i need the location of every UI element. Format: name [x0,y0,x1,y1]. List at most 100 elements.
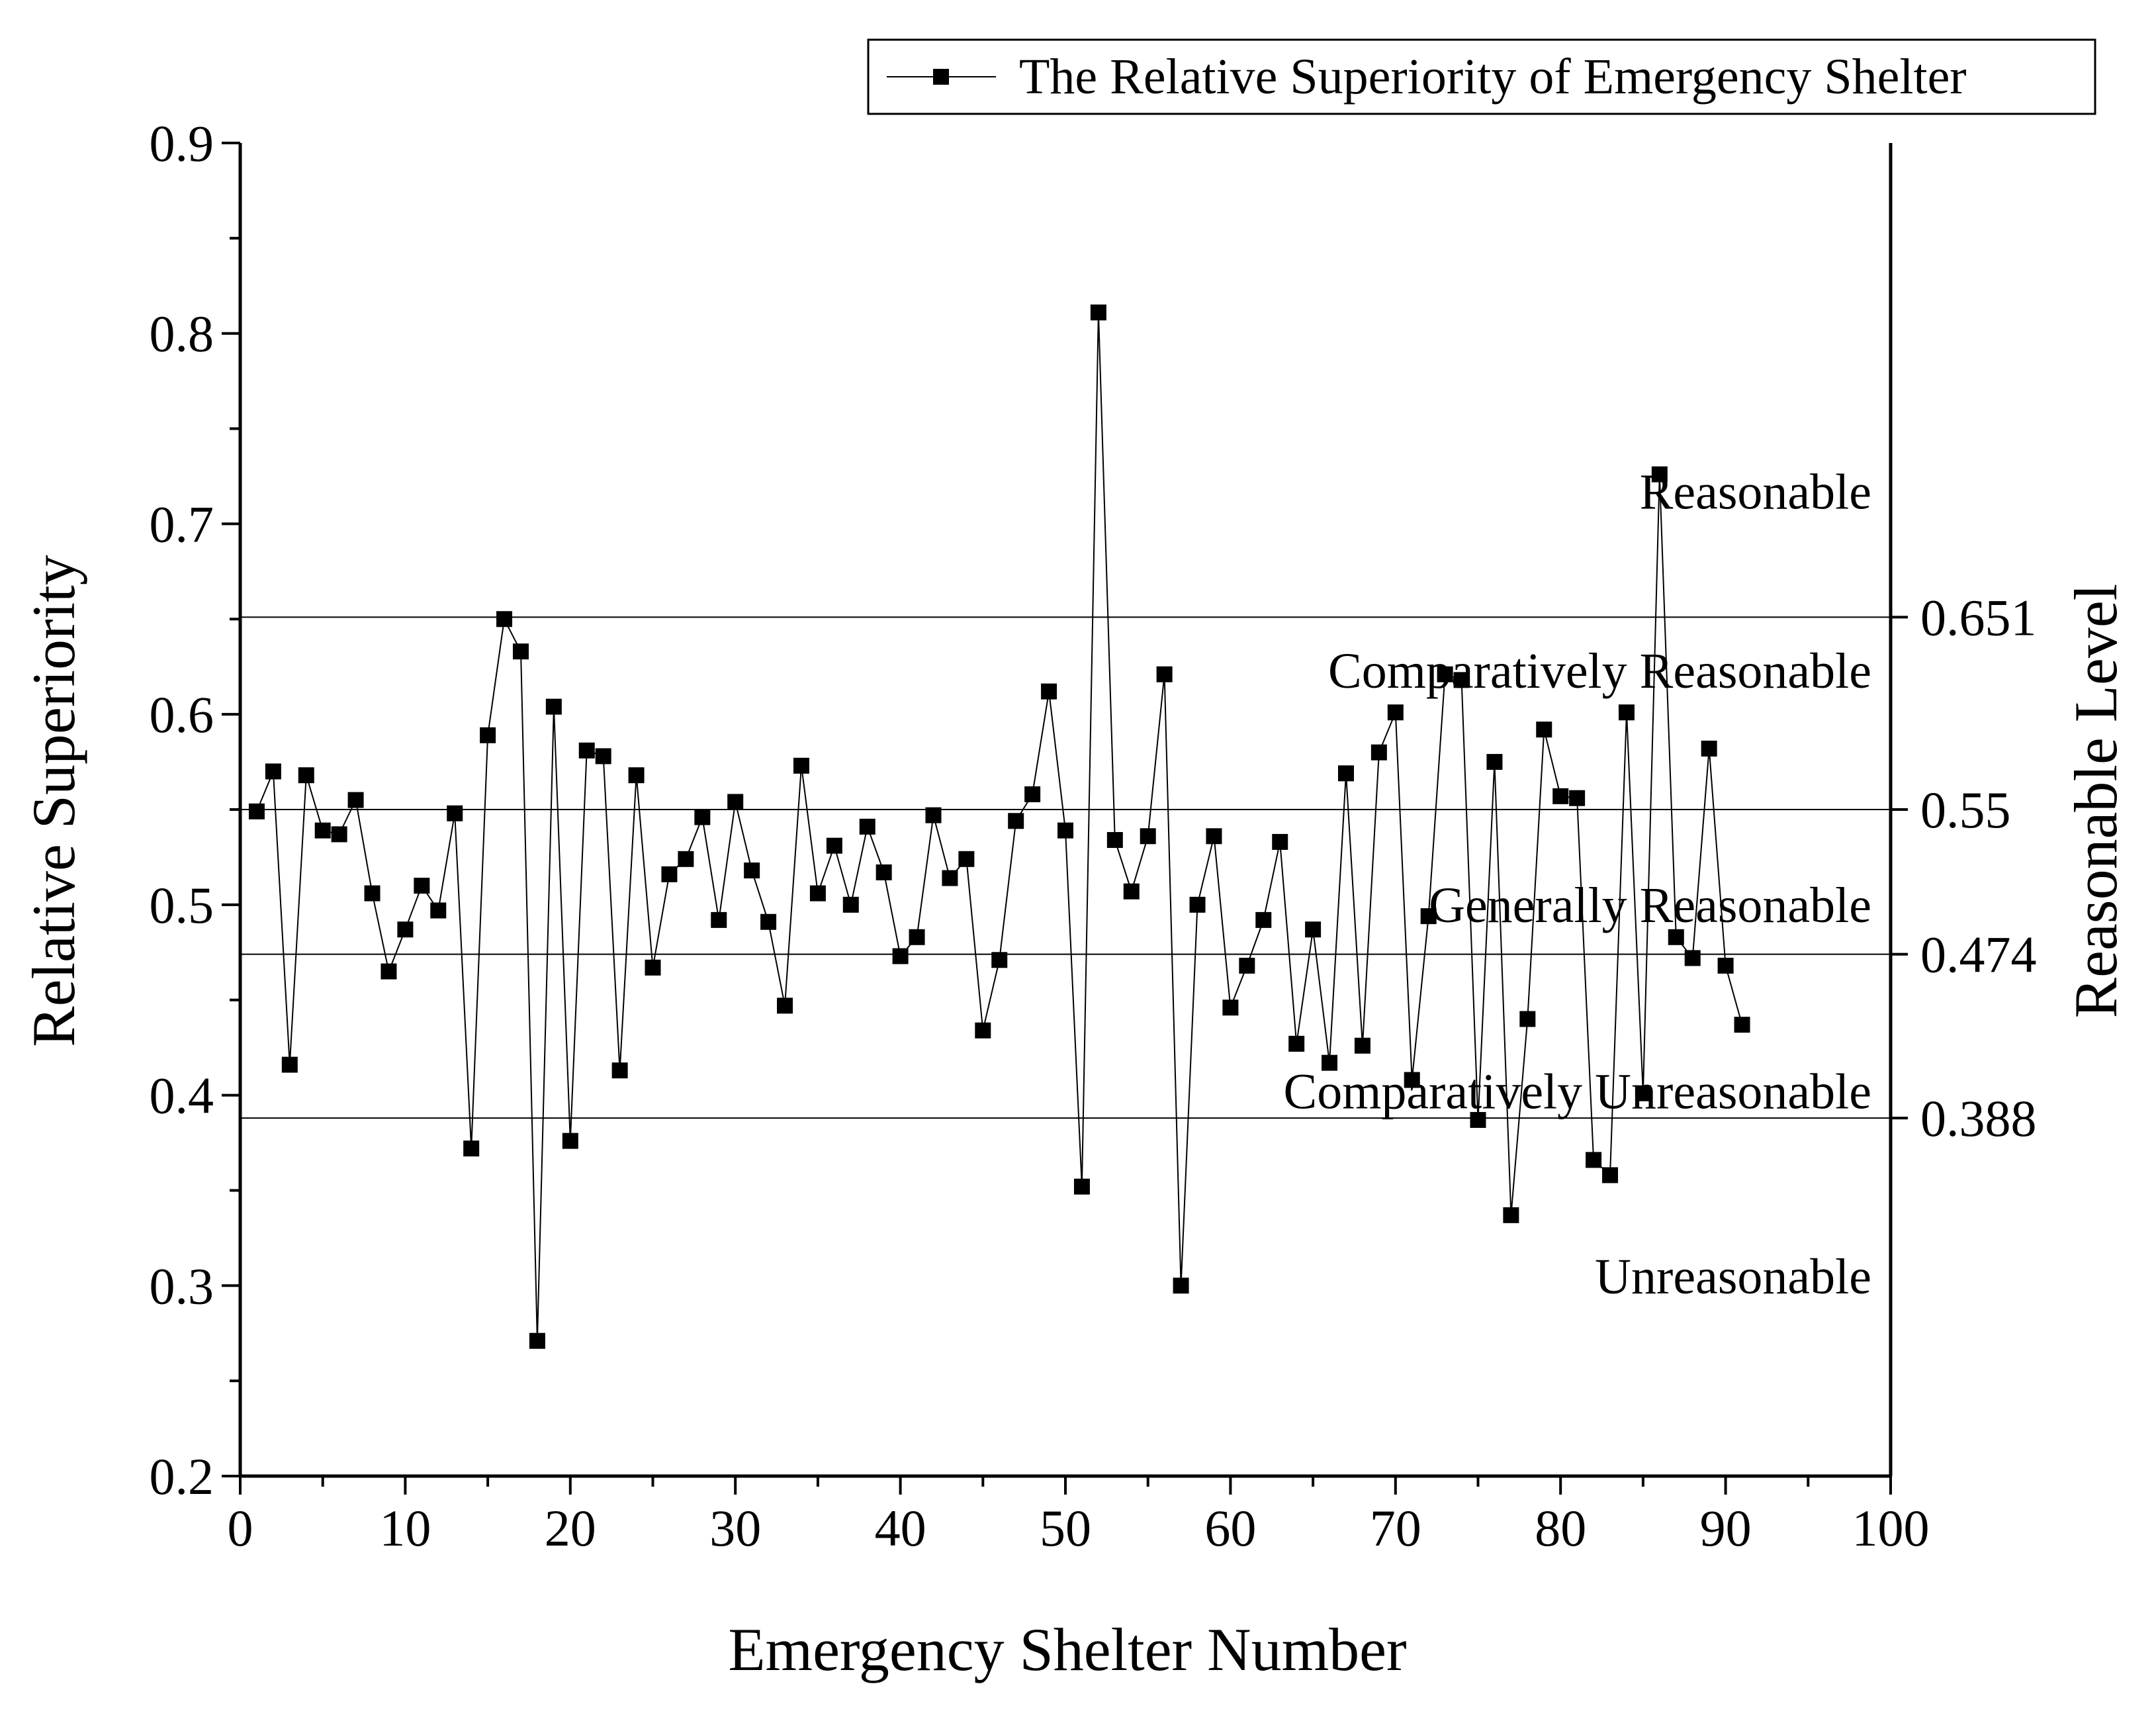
data-point [529,1332,545,1349]
data-point [859,818,876,835]
data-point [876,864,892,880]
data-point [298,767,314,784]
x-tick-label: 10 [379,1499,431,1557]
y2-tick-label: 0.55 [1920,781,2011,839]
legend-box [867,38,2096,115]
y-tick-label: 0.4 [150,1067,214,1125]
data-point [496,611,513,627]
y-tick-label: 0.8 [150,305,214,363]
data-point [958,851,975,867]
x-tick-label: 50 [1040,1499,1091,1557]
data-point [314,822,331,839]
data-point [1536,721,1552,738]
y-tick-label: 0.7 [150,495,214,553]
data-point [1370,744,1387,761]
data-point [1602,1167,1619,1184]
data-point [826,837,842,854]
data-point [578,742,595,759]
data-point [248,803,265,819]
data-point [975,1022,991,1039]
data-point [381,963,397,980]
legend-marker-sample [933,69,949,85]
data-point [1668,929,1684,945]
data-point [1156,666,1173,682]
zone-label: Comparatively Unreasonable [1284,1064,1871,1120]
data-point [1437,666,1453,682]
legend-label: The Relative Superiority of Emergency Sh… [1019,49,1967,105]
y2-tick-label: 0.651 [1920,588,2037,646]
data-point [793,757,809,774]
data-point [678,851,694,867]
data-point [1041,683,1057,700]
zone-label: Generally Reasonable [1429,878,1871,933]
data-point [1090,304,1106,321]
data-point [1684,950,1701,966]
x-tick-label: 80 [1535,1499,1586,1557]
data-point [777,998,793,1014]
y2-tick-label: 0.388 [1920,1090,2037,1147]
data-point [1486,754,1503,770]
data-point [1354,1037,1370,1054]
data-point [744,862,760,879]
x-tick-label: 90 [1700,1499,1752,1557]
y-axis-label: Relative Superiority [20,555,87,1047]
data-point [447,805,463,821]
data-point [1337,765,1354,782]
data-point [1140,828,1156,845]
data-point [1106,832,1123,849]
data-point [711,911,727,928]
data-point [1734,1017,1750,1033]
data-point [942,870,958,886]
data-point [760,913,777,930]
data-point [364,885,381,902]
data-point [727,794,744,810]
y2-axis-label: Reasonable Level [2062,584,2130,1019]
x-tick-label: 30 [709,1499,761,1557]
data-point [1272,833,1288,850]
data-point [512,643,529,660]
data-point [991,952,1008,968]
data-point [1288,1035,1305,1052]
x-axis-label: Emergency Shelter Number [728,1616,1406,1683]
y-tick-label: 0.3 [150,1257,214,1315]
data-point [1404,1072,1420,1088]
data-point [1322,1054,1338,1071]
x-ticks: 0 10 20 30 40 50 60 70 80 90 100 [228,1476,1930,1557]
data-point [331,826,347,843]
y-ticks: 0.2 0.3 0.4 0.5 0.6 0.7 0.8 0.9 [150,115,240,1505]
data-point [892,948,909,964]
x-tick-label: 40 [875,1499,926,1557]
y2-ticks: 0.651 0.55 0.474 0.388 [1891,588,2037,1147]
data-point [1552,788,1569,804]
data-point [1387,704,1404,721]
data-point [628,767,645,784]
x-tick-label: 20 [545,1499,596,1557]
data-point [1305,921,1322,938]
data-point [430,902,447,919]
data-point [1470,1111,1486,1128]
data-point [909,929,925,945]
data-point [1255,911,1272,928]
data-point [694,809,711,825]
data-point [1586,1152,1602,1168]
data-point [1635,1085,1651,1101]
x-tick-label: 70 [1370,1499,1421,1557]
data-point [1222,999,1239,1016]
data-point [1123,883,1140,900]
data-point [1503,1207,1519,1223]
x-tick-label: 60 [1204,1499,1256,1557]
data-point [1057,822,1073,839]
x-tick-label: 0 [228,1499,253,1557]
data-point [281,1056,298,1073]
data-point [1618,704,1635,721]
data-point [1717,957,1734,974]
y-tick-label: 0.9 [150,115,214,172]
threshold-lines [240,616,1891,1119]
data-point [1173,1278,1189,1294]
x-tick-label: 100 [1852,1499,1930,1557]
zone-label: Reasonable [1640,464,1871,520]
data-point [480,727,496,743]
y-tick-label: 0.5 [150,876,214,934]
zone-labels: Reasonable Comparatively Reasonable Genera… [1284,464,1871,1304]
